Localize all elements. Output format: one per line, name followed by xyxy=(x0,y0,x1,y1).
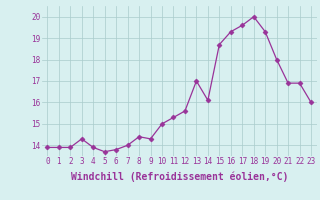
X-axis label: Windchill (Refroidissement éolien,°C): Windchill (Refroidissement éolien,°C) xyxy=(70,172,288,182)
